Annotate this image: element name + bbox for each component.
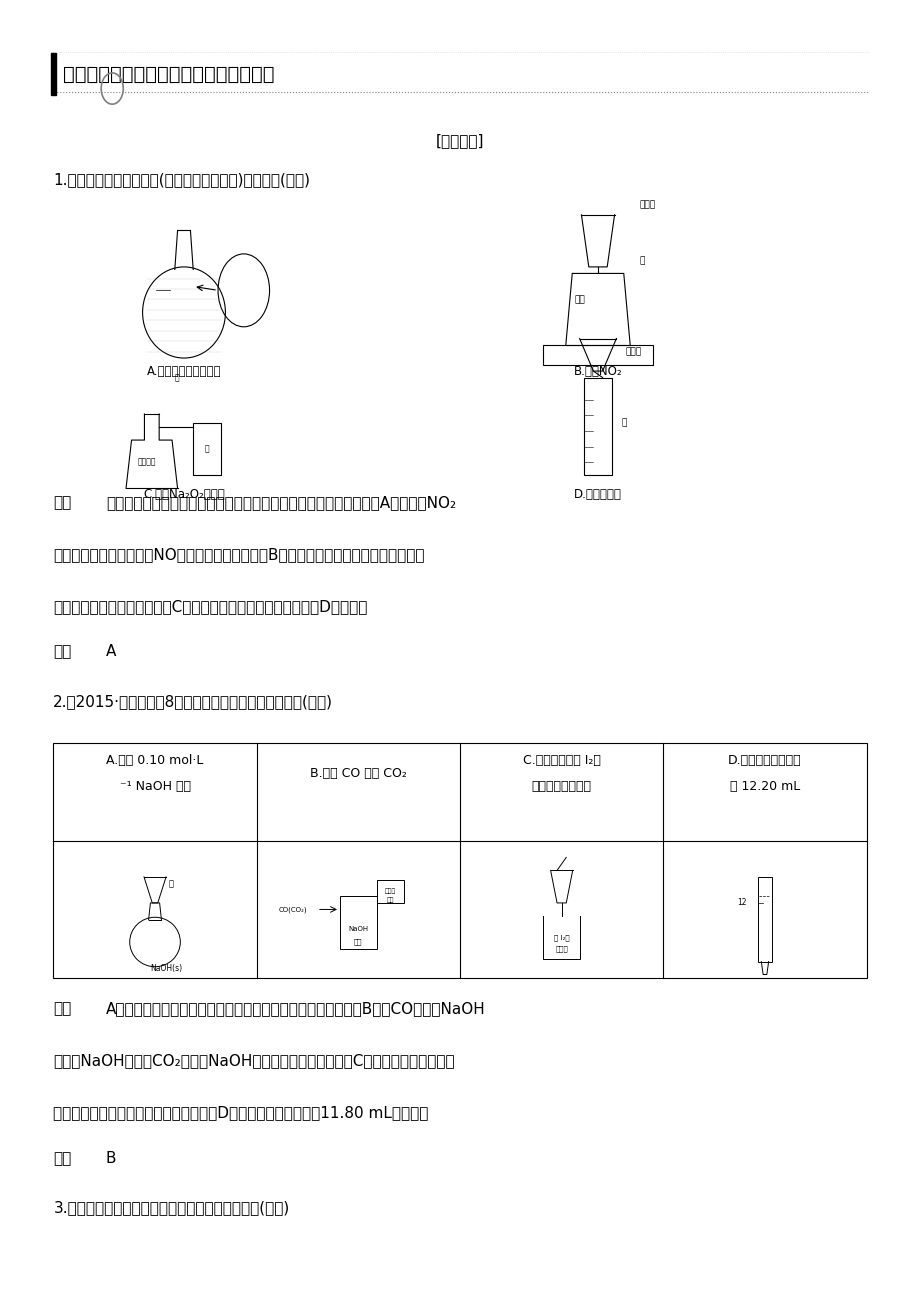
Text: 接干燥: 接干燥 bbox=[384, 888, 396, 894]
Text: NaOH(s): NaOH(s) bbox=[150, 963, 182, 973]
Text: B.制备NO₂: B.制备NO₂ bbox=[573, 365, 621, 378]
Text: NaOH: NaOH bbox=[348, 926, 368, 932]
Bar bbox=[51, 53, 56, 95]
Text: A: A bbox=[106, 644, 116, 660]
Text: 过氧化钓: 过氧化钓 bbox=[138, 458, 156, 466]
Bar bbox=[377, 880, 404, 904]
Text: 溶液: 溶液 bbox=[354, 939, 362, 945]
Bar bbox=[756, 878, 771, 961]
Bar bbox=[193, 423, 221, 475]
Text: 答案: 答案 bbox=[53, 644, 72, 660]
Text: 浓盐酸: 浓盐酸 bbox=[625, 348, 641, 355]
Bar bbox=[584, 378, 611, 475]
Text: A项，物质溶解应在烧杯中进行，不能在容量瓶中溶解，错误；B项，CO不溶于NaOH: A项，物质溶解应在烧杯中进行，不能在容量瓶中溶解，错误；B项，CO不溶于NaOH bbox=[106, 1001, 485, 1017]
Text: 下口流出，上层液体从上口倒出，错误；D项，滴定终点的读数为11.80 mL，错误。: 下口流出，上层液体从上口倒出，错误；D项，滴定终点的读数为11.80 mL，错误… bbox=[53, 1105, 428, 1121]
Text: 苯溶液: 苯溶液 bbox=[555, 945, 567, 952]
Text: 且不与NaOH反应，CO₂因能与NaOH溶液反应而除去，正确；C项，分液时下层液体从: 且不与NaOH反应，CO₂因能与NaOH溶液反应而除去，正确；C项，分液时下层液… bbox=[53, 1053, 455, 1069]
Text: A.配制 0.10 mol·L: A.配制 0.10 mol·L bbox=[107, 754, 203, 767]
Text: 定容操作中，胶头滴管不能插入容量瓶内，且应平视容量瓶刻度线，A项正确；NO₂: 定容操作中，胶头滴管不能插入容量瓶内，且应平视容量瓶刻度线，A项正确；NO₂ bbox=[106, 495, 456, 510]
Bar bbox=[339, 896, 376, 948]
Text: 为 12.20 mL: 为 12.20 mL bbox=[729, 780, 800, 793]
Text: D.记录滴定终点读数: D.记录滴定终点读数 bbox=[727, 754, 801, 767]
Text: CO(CO₂): CO(CO₂) bbox=[278, 906, 307, 913]
Text: 浓硝酸: 浓硝酸 bbox=[639, 201, 655, 208]
Text: 分出水层后的操作: 分出水层后的操作 bbox=[531, 780, 591, 793]
Text: 含 I₂的: 含 I₂的 bbox=[553, 935, 569, 941]
Text: ⁻¹ NaOH 溶液: ⁻¹ NaOH 溶液 bbox=[119, 780, 190, 793]
Text: 水: 水 bbox=[175, 374, 179, 381]
Text: C.苯萸取碳水中 I₂，: C.苯萸取碳水中 I₂， bbox=[522, 754, 600, 767]
Text: D.稀释浓盐酸: D.稀释浓盐酸 bbox=[573, 488, 621, 501]
Text: 水: 水 bbox=[204, 445, 210, 453]
Text: 答案: 答案 bbox=[53, 1151, 72, 1167]
Bar bbox=[542, 345, 652, 365]
Text: B: B bbox=[106, 1151, 116, 1167]
Text: 水: 水 bbox=[169, 879, 174, 888]
Text: 铜片: 铜片 bbox=[574, 296, 585, 303]
Text: C.测定Na₂O₂的纯度: C.测定Na₂O₂的纯度 bbox=[143, 488, 224, 501]
Text: 12: 12 bbox=[736, 898, 746, 907]
Text: 解析: 解析 bbox=[53, 1001, 72, 1017]
Text: 中，应左导管短，右导管长，C项错误；不能在量筒中稀释液体，D项错误。: 中，应左导管短，右导管长，C项错误；不能在量筒中稀释液体，D项错误。 bbox=[53, 599, 368, 615]
Text: 3.　下列实验能达到实验目的且符合安全要求的是(　　): 3. 下列实验能达到实验目的且符合安全要求的是( ) bbox=[53, 1200, 289, 1216]
Text: 解析: 解析 bbox=[53, 495, 72, 510]
Text: 微题型十二　基础实验装置的读图与评判: 微题型十二 基础实验装置的读图与评判 bbox=[62, 65, 274, 83]
Bar bbox=[53, 743, 866, 978]
Text: A.溶液配制时定容操作: A.溶液配制时定容操作 bbox=[147, 365, 221, 378]
Text: 易溶于水并和水反应生成NO，不能用排水法收集，B项错误；中间的瓶中的水要排入量筒: 易溶于水并和水反应生成NO，不能用排水法收集，B项错误；中间的瓶中的水要排入量筒 bbox=[53, 547, 425, 562]
Text: 装置: 装置 bbox=[386, 897, 394, 904]
Text: 水: 水 bbox=[639, 256, 644, 264]
Text: [题型专练]: [题型专练] bbox=[436, 133, 483, 148]
Text: B.除去 CO 中的 CO₂: B.除去 CO 中的 CO₂ bbox=[310, 767, 406, 780]
Text: 水: 水 bbox=[620, 419, 626, 427]
Text: 1.　下列操作或实验装置(部分夹持仪器略去)正确的是(　　): 1. 下列操作或实验装置(部分夹持仪器略去)正确的是( ) bbox=[53, 172, 310, 187]
Text: 2.（2015·安徽理综，8）下列有关实验的选项正确的是(　　): 2.（2015·安徽理综，8）下列有关实验的选项正确的是( ) bbox=[53, 694, 333, 710]
